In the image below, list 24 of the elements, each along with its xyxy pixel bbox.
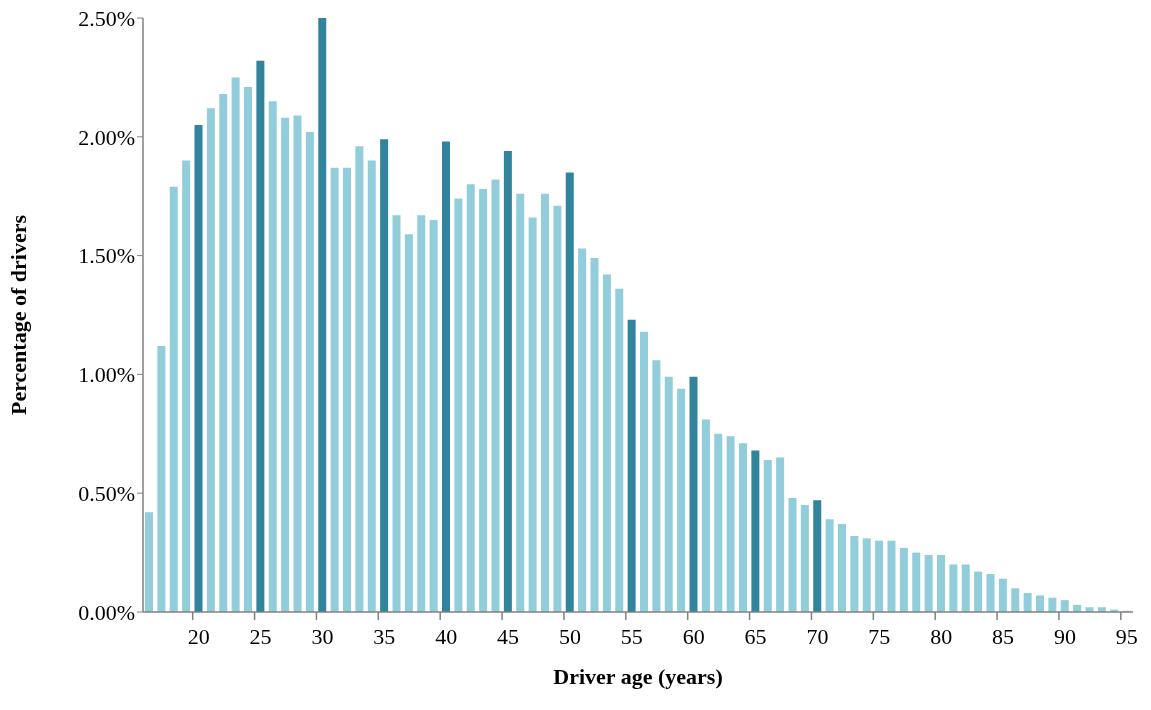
y-tick-label: 0.50% [78, 481, 135, 507]
x-tick-label: 80 [930, 624, 953, 649]
x-tick-label: 95 [1115, 624, 1138, 649]
x-tick-label: 45 [497, 624, 520, 649]
x-tick-label: 25 [249, 624, 272, 649]
y-tick-label: 2.50% [78, 5, 135, 31]
x-tick-label: 70 [806, 624, 829, 649]
x-tick-label: 55 [620, 624, 643, 649]
y-tick-label: 2.00% [78, 124, 135, 150]
y-tick-label: 0.00% [78, 599, 135, 625]
x-tick-label: 85 [992, 624, 1015, 649]
x-tick-label: 90 [1053, 624, 1076, 649]
y-axis-title: Percentage of drivers [5, 214, 31, 415]
y-tick-label: 1.00% [78, 362, 135, 388]
x-tick-label: 35 [373, 624, 396, 649]
x-tick-label: 60 [682, 624, 705, 649]
x-tick-label: 30 [311, 624, 334, 649]
x-tick-label: 20 [187, 624, 210, 649]
x-axis-title: Driver age (years) [553, 664, 723, 689]
x-tick-label: 65 [744, 624, 767, 649]
y-tick-label: 1.50% [78, 243, 135, 269]
x-tick-label: 75 [868, 624, 891, 649]
x-tick-label: 50 [558, 624, 581, 649]
x-tick-label: 40 [435, 624, 458, 649]
